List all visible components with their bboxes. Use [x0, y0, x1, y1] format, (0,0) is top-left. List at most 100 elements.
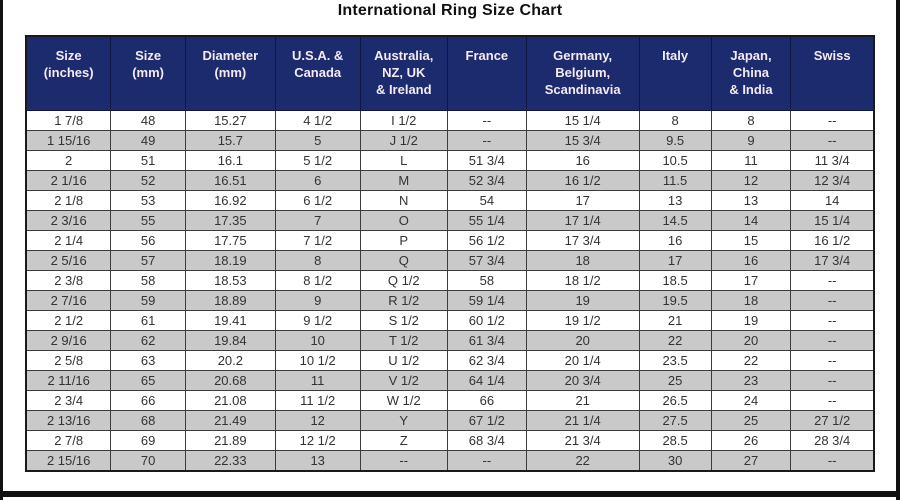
- table-row: 2 3/8 58 18.53 8 1/2 Q 1/2 58 18 1/2 18.5 17 --: [25, 269, 875, 291]
- table-cell: 70: [110, 449, 186, 471]
- table-cell: 15 3/4: [525, 129, 640, 151]
- table-cell: 11: [274, 369, 361, 391]
- table-row: 2 1/4 56 17.75 7 1/2 P 56 1/2 17 3/4 16 15 16 1/2: [25, 229, 875, 251]
- table-cell: W 1/2: [359, 389, 448, 411]
- table-cell: 12: [274, 409, 361, 431]
- table-cell: 17 1/4: [525, 209, 640, 231]
- table-cell: 16.1: [184, 149, 276, 171]
- table-cell: 59 1/4: [446, 289, 527, 311]
- table-cell: 2 1/16: [25, 169, 112, 191]
- table-cell: 27: [710, 449, 792, 471]
- table-cell: T 1/2: [359, 329, 448, 351]
- table-cell: 17.35: [184, 209, 276, 231]
- column-header: Swiss: [790, 35, 875, 111]
- table-cell: J 1/2: [359, 129, 448, 151]
- table-cell: 28.5: [638, 429, 712, 451]
- table-cell: Q 1/2: [359, 269, 448, 291]
- table-cell: 7 1/2: [274, 229, 361, 251]
- table-cell: 58: [110, 269, 186, 291]
- table-cell: 20.2: [184, 349, 276, 371]
- table-cell: 21 1/4: [525, 409, 640, 431]
- table-row: 2 9/16 62 19.84 10 T 1/2 61 3/4 20 22 20 --: [25, 329, 875, 351]
- table-cell: 10: [274, 329, 361, 351]
- table-cell: 51: [110, 149, 186, 171]
- table-cell: 14: [710, 209, 792, 231]
- frame-border-left: [0, 0, 3, 500]
- table-row: 2 7/8 69 21.89 12 1/2 Z 68 3/4 21 3/4 28.5 26 28 …: [25, 429, 875, 451]
- table-cell: 27.5: [638, 409, 712, 431]
- table-row: 1 7/8 48 15.27 4 1/2 I 1/2 -- 15 1/4 8 8 --: [25, 109, 875, 131]
- table-cell: --: [790, 349, 875, 371]
- table-cell: 18.53: [184, 269, 276, 291]
- table-cell: 63: [110, 349, 186, 371]
- table-cell: 13: [638, 189, 712, 211]
- table-cell: 11.5: [638, 169, 712, 191]
- table-cell: 8: [638, 109, 712, 131]
- table-cell: 17.75: [184, 229, 276, 251]
- table-cell: 30: [638, 449, 712, 471]
- table-cell: 16: [710, 249, 792, 271]
- table-cell: L: [359, 149, 448, 171]
- table-cell: 15 1/4: [790, 209, 875, 231]
- table-cell: U 1/2: [359, 349, 448, 371]
- table-cell: 55: [110, 209, 186, 231]
- table-cell: 26.5: [638, 389, 712, 411]
- table-cell: 2 9/16: [25, 329, 112, 351]
- table-cell: 15 1/4: [525, 109, 640, 131]
- table-cell: 48: [110, 109, 186, 131]
- table-cell: --: [790, 269, 875, 291]
- table-cell: 2 3/8: [25, 269, 112, 291]
- table-cell: 2 1/2: [25, 309, 112, 331]
- table-cell: 22.33: [184, 449, 276, 471]
- table-cell: 16: [525, 149, 640, 171]
- table-cell: S 1/2: [359, 309, 448, 331]
- table-cell: 6: [274, 169, 361, 191]
- column-header: Italy: [638, 35, 712, 111]
- frame-border-right: [896, 0, 900, 500]
- table-cell: 16: [638, 229, 712, 251]
- table-cell: 21.49: [184, 409, 276, 431]
- table-cell: --: [359, 449, 448, 471]
- table-cell: 21: [638, 309, 712, 331]
- table-cell: 20.68: [184, 369, 276, 391]
- table-cell: 22: [638, 329, 712, 351]
- table-cell: 16.51: [184, 169, 276, 191]
- table-cell: 20 3/4: [525, 369, 640, 391]
- table-cell: 11 3/4: [790, 149, 875, 171]
- table-cell: 60 1/2: [446, 309, 527, 331]
- table-cell: 2 13/16: [25, 409, 112, 431]
- table-cell: 1 7/8: [25, 109, 112, 131]
- table-cell: 9: [710, 129, 792, 151]
- table-cell: 18.19: [184, 249, 276, 271]
- table-cell: 61 3/4: [446, 329, 527, 351]
- table-cell: 2 15/16: [25, 449, 112, 471]
- table-cell: 15.27: [184, 109, 276, 131]
- column-header: Diameter (mm): [184, 35, 276, 111]
- table-cell: 8 1/2: [274, 269, 361, 291]
- table-cell: 20 1/4: [525, 349, 640, 371]
- table-cell: Z: [359, 429, 448, 451]
- table-cell: 12: [710, 169, 792, 191]
- table-cell: 62 3/4: [446, 349, 527, 371]
- table-cell: 68: [110, 409, 186, 431]
- table-cell: 54: [446, 189, 527, 211]
- table-cell: 61: [110, 309, 186, 331]
- table-row: 2 15/16 70 22.33 13 -- -- 22 30 27 --: [25, 449, 875, 471]
- table-cell: 11 1/2: [274, 389, 361, 411]
- table-cell: 9.5: [638, 129, 712, 151]
- table-cell: 51 3/4: [446, 149, 527, 171]
- table-cell: 26: [710, 429, 792, 451]
- table-cell: 25: [710, 409, 792, 431]
- table-cell: 66: [110, 389, 186, 411]
- table-row: 1 15/16 49 15.7 5 J 1/2 -- 15 3/4 9.5 9 --: [25, 129, 875, 151]
- table-cell: --: [790, 129, 875, 151]
- table-cell: 68 3/4: [446, 429, 527, 451]
- table-cell: 20: [525, 329, 640, 351]
- table-row: 2 7/16 59 18.89 9 R 1/2 59 1/4 19 19.5 18 --: [25, 289, 875, 311]
- table-cell: 2 7/8: [25, 429, 112, 451]
- table-cell: 2: [25, 149, 112, 171]
- table-cell: 28 3/4: [790, 429, 875, 451]
- table-cell: 22: [710, 349, 792, 371]
- table-cell: 15.7: [184, 129, 276, 151]
- table-cell: 4 1/2: [274, 109, 361, 131]
